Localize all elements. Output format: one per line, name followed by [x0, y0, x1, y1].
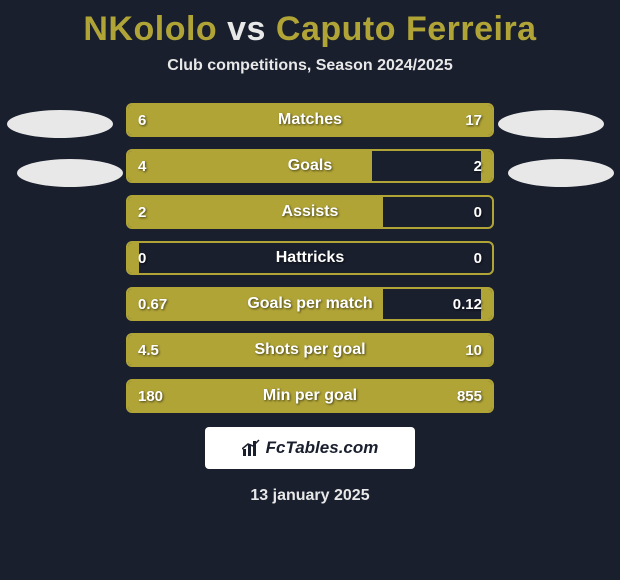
stat-label: Matches — [128, 105, 492, 135]
subtitle: Club competitions, Season 2024/2025 — [0, 57, 620, 75]
stat-row: 180855Min per goal — [126, 379, 494, 413]
stat-label: Goals — [128, 151, 492, 181]
vs-label: vs — [227, 10, 266, 48]
stat-row: 0.670.12Goals per match — [126, 287, 494, 321]
date-label: 13 january 2025 — [0, 487, 620, 505]
player2-name: Caputo Ferreira — [276, 10, 537, 48]
source-badge-text: FcTables.com — [266, 438, 379, 458]
stat-label: Goals per match — [128, 289, 492, 319]
player-logo-placeholder — [508, 159, 614, 187]
stat-label: Min per goal — [128, 381, 492, 411]
player-logo-placeholder — [7, 110, 113, 138]
player-logo-placeholder — [17, 159, 123, 187]
stat-row: 617Matches — [126, 103, 494, 137]
stat-row: 4.510Shots per goal — [126, 333, 494, 367]
stat-row: 20Assists — [126, 195, 494, 229]
bar-chart-icon — [242, 439, 260, 457]
player1-name: NKololo — [83, 10, 217, 48]
stat-row: 00Hattricks — [126, 241, 494, 275]
stat-row: 42Goals — [126, 149, 494, 183]
stat-label: Shots per goal — [128, 335, 492, 365]
chart-area: 617Matches 42Goals 20Assists 00Hattricks 0.6… — [0, 103, 620, 413]
stat-label: Hattricks — [128, 243, 492, 273]
stats-column: 617Matches 42Goals 20Assists 00Hattricks 0.6… — [126, 103, 494, 413]
player-logo-placeholder — [498, 110, 604, 138]
comparison-title: NKololo vs Caputo Ferreira — [0, 0, 620, 57]
source-badge[interactable]: FcTables.com — [205, 427, 415, 469]
stat-label: Assists — [128, 197, 492, 227]
